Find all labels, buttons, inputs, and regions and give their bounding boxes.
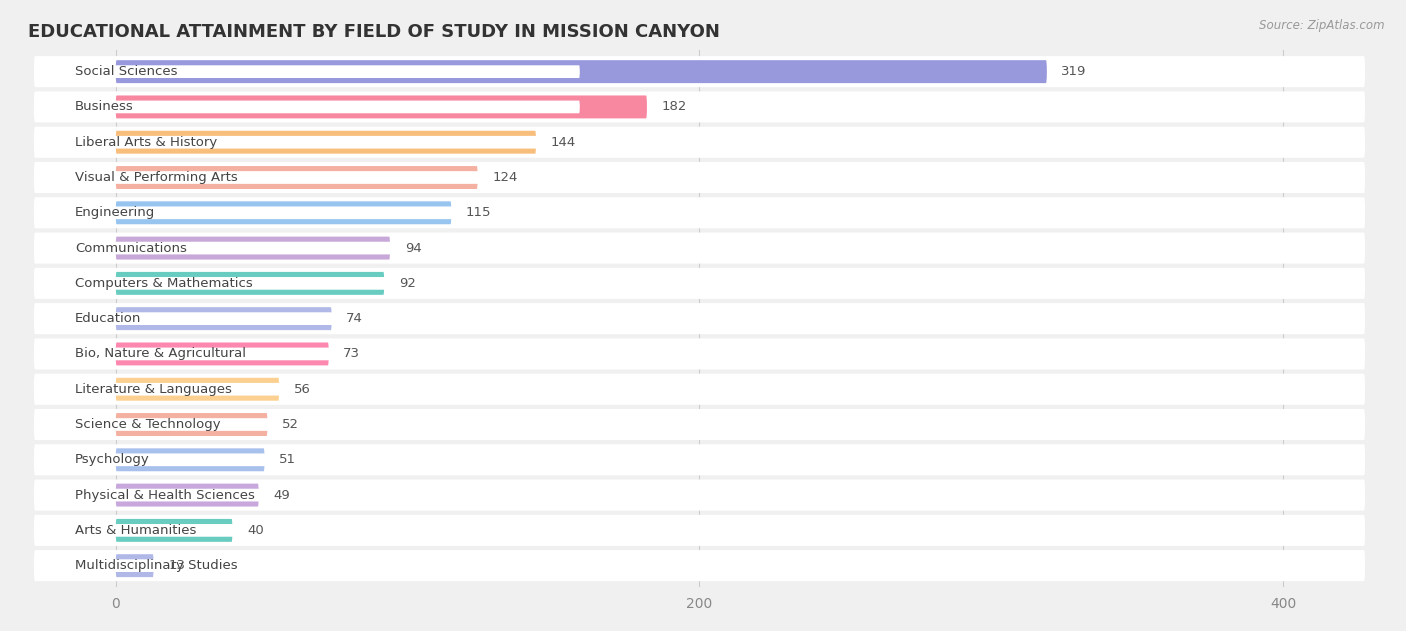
FancyBboxPatch shape [34,480,1365,510]
Text: 94: 94 [405,242,422,254]
Text: 319: 319 [1062,65,1087,78]
FancyBboxPatch shape [39,312,579,325]
Text: Social Sciences: Social Sciences [75,65,177,78]
Text: 56: 56 [294,383,311,396]
Text: 92: 92 [399,277,416,290]
FancyBboxPatch shape [34,409,1365,440]
FancyBboxPatch shape [34,374,1365,404]
Text: 182: 182 [662,100,688,114]
Text: 52: 52 [283,418,299,431]
FancyBboxPatch shape [34,268,1365,299]
FancyBboxPatch shape [39,489,579,502]
Text: Computers & Mathematics: Computers & Mathematics [75,277,253,290]
FancyBboxPatch shape [115,519,232,542]
FancyBboxPatch shape [39,348,579,360]
FancyBboxPatch shape [34,338,1365,370]
FancyBboxPatch shape [115,378,280,401]
FancyBboxPatch shape [39,559,579,572]
FancyBboxPatch shape [34,444,1365,475]
Text: Source: ZipAtlas.com: Source: ZipAtlas.com [1260,19,1385,32]
FancyBboxPatch shape [115,95,647,119]
Text: Literature & Languages: Literature & Languages [75,383,232,396]
Text: 13: 13 [169,559,186,572]
FancyBboxPatch shape [34,91,1365,122]
FancyBboxPatch shape [34,198,1365,228]
FancyBboxPatch shape [39,65,579,78]
Text: Psychology: Psychology [75,453,149,466]
Text: EDUCATIONAL ATTAINMENT BY FIELD OF STUDY IN MISSION CANYON: EDUCATIONAL ATTAINMENT BY FIELD OF STUDY… [28,23,720,40]
FancyBboxPatch shape [34,127,1365,158]
Text: 124: 124 [492,171,517,184]
Text: Engineering: Engineering [75,206,155,220]
FancyBboxPatch shape [115,60,1047,83]
Text: Education: Education [75,312,141,325]
Text: 115: 115 [465,206,492,220]
FancyBboxPatch shape [34,515,1365,546]
FancyBboxPatch shape [115,449,264,471]
FancyBboxPatch shape [115,554,153,577]
Text: 144: 144 [551,136,576,149]
Text: 73: 73 [343,348,360,360]
FancyBboxPatch shape [34,303,1365,334]
FancyBboxPatch shape [39,454,579,466]
Text: Multidisciplinary Studies: Multidisciplinary Studies [75,559,238,572]
Text: 40: 40 [247,524,264,537]
Text: Bio, Nature & Agricultural: Bio, Nature & Agricultural [75,348,246,360]
Text: Business: Business [75,100,134,114]
FancyBboxPatch shape [34,233,1365,264]
FancyBboxPatch shape [115,343,329,365]
Text: Communications: Communications [75,242,187,254]
FancyBboxPatch shape [115,237,389,259]
Text: Liberal Arts & History: Liberal Arts & History [75,136,217,149]
FancyBboxPatch shape [39,383,579,396]
Text: 49: 49 [273,488,290,502]
Text: Science & Technology: Science & Technology [75,418,221,431]
FancyBboxPatch shape [39,171,579,184]
Text: 51: 51 [280,453,297,466]
FancyBboxPatch shape [115,413,267,436]
FancyBboxPatch shape [115,201,451,224]
FancyBboxPatch shape [34,162,1365,193]
Text: Visual & Performing Arts: Visual & Performing Arts [75,171,238,184]
Text: Physical & Health Sciences: Physical & Health Sciences [75,488,254,502]
FancyBboxPatch shape [39,136,579,148]
FancyBboxPatch shape [115,272,384,295]
FancyBboxPatch shape [39,524,579,537]
FancyBboxPatch shape [34,550,1365,581]
Text: Arts & Humanities: Arts & Humanities [75,524,197,537]
FancyBboxPatch shape [39,242,579,254]
FancyBboxPatch shape [39,100,579,114]
Text: 74: 74 [346,312,363,325]
FancyBboxPatch shape [34,56,1365,87]
FancyBboxPatch shape [39,206,579,219]
FancyBboxPatch shape [115,483,259,507]
FancyBboxPatch shape [39,418,579,431]
FancyBboxPatch shape [115,166,478,189]
FancyBboxPatch shape [115,307,332,330]
FancyBboxPatch shape [39,277,579,290]
FancyBboxPatch shape [115,131,536,154]
